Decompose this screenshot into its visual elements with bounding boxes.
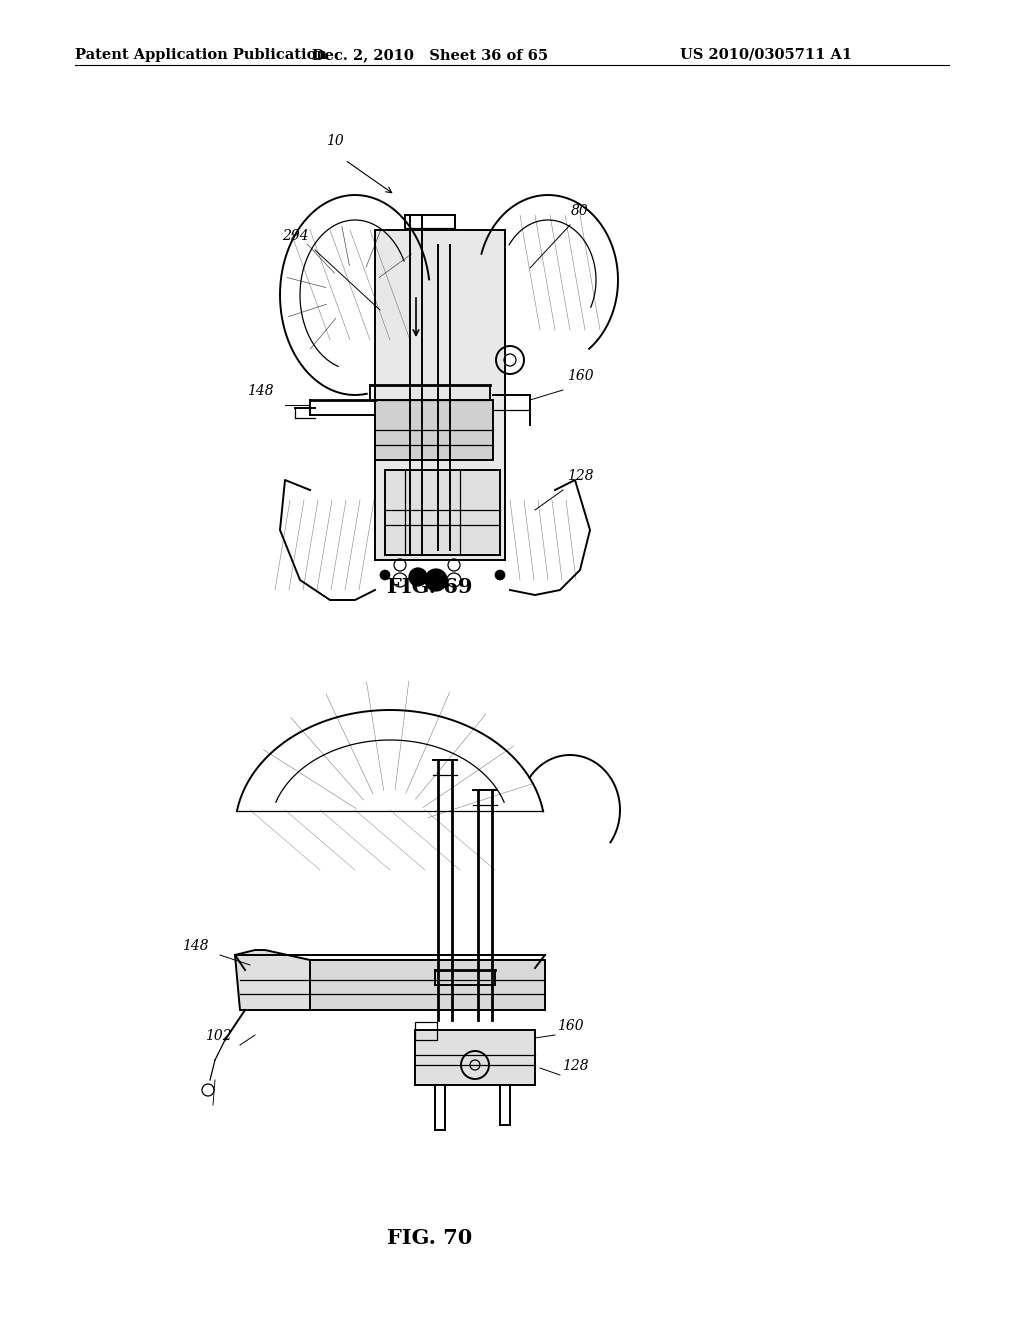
Circle shape xyxy=(380,570,390,579)
Bar xyxy=(415,1022,437,1040)
Circle shape xyxy=(425,569,447,591)
Text: FIG. 70: FIG. 70 xyxy=(387,1228,473,1249)
Text: US 2010/0305711 A1: US 2010/0305711 A1 xyxy=(680,48,852,62)
Text: 294: 294 xyxy=(282,228,308,243)
Circle shape xyxy=(495,570,505,579)
Text: 160: 160 xyxy=(566,370,593,383)
Bar xyxy=(375,230,505,560)
Text: 148: 148 xyxy=(181,939,208,953)
Text: 128: 128 xyxy=(566,469,593,483)
Text: 80: 80 xyxy=(571,205,589,218)
Polygon shape xyxy=(234,950,310,1010)
Bar xyxy=(240,960,545,1010)
Text: 160: 160 xyxy=(557,1019,584,1034)
Bar xyxy=(375,400,493,459)
Text: 148: 148 xyxy=(247,384,273,399)
Text: Patent Application Publication: Patent Application Publication xyxy=(75,48,327,62)
Text: FIG. 69: FIG. 69 xyxy=(387,577,473,598)
Text: 10: 10 xyxy=(326,135,344,148)
Text: 128: 128 xyxy=(562,1059,589,1073)
Text: Dec. 2, 2010   Sheet 36 of 65: Dec. 2, 2010 Sheet 36 of 65 xyxy=(312,48,548,62)
Text: 102: 102 xyxy=(205,1030,231,1043)
Circle shape xyxy=(409,568,427,586)
Bar xyxy=(415,1030,535,1085)
Bar xyxy=(385,470,500,554)
